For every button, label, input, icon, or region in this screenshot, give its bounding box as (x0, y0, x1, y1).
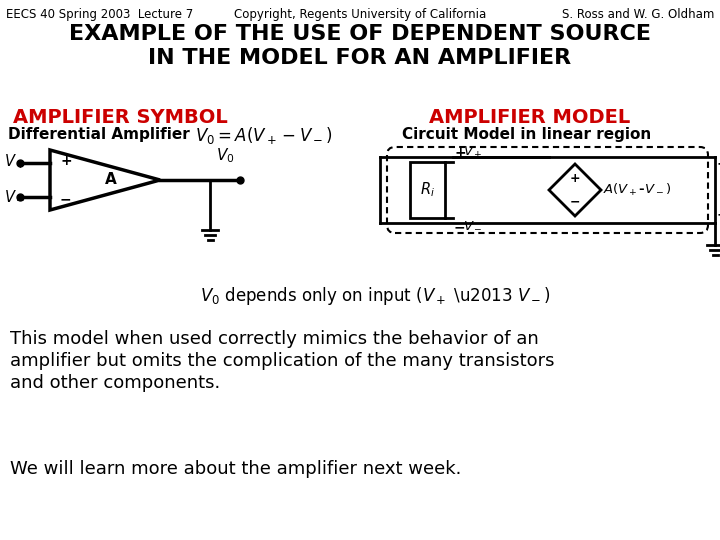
Text: $V_0$ depends only on input ($V_+$ \u2013 $V_-$): $V_0$ depends only on input ($V_+$ \u201… (200, 285, 551, 307)
Text: $V_0$: $V_0$ (216, 146, 234, 165)
Text: S. Ross and W. G. Oldham: S. Ross and W. G. Oldham (562, 8, 714, 21)
Text: −: − (454, 220, 466, 234)
Text: IN THE MODEL FOR AN AMPLIFIER: IN THE MODEL FOR AN AMPLIFIER (148, 48, 572, 68)
Text: $V_-$: $V_-$ (463, 218, 482, 231)
Text: AMPLIFIER SYMBOL: AMPLIFIER SYMBOL (13, 108, 228, 127)
Text: AMPLIFIER MODEL: AMPLIFIER MODEL (429, 108, 631, 127)
Text: −: − (570, 195, 580, 208)
Bar (410, 162, 445, 218)
Text: This model when used correctly mimics the behavior of an: This model when used correctly mimics th… (10, 330, 539, 348)
Text: $A(V_+$-$V_-)$: $A(V_+$-$V_-)$ (603, 182, 671, 198)
Text: $V_+$: $V_+$ (463, 145, 482, 160)
Text: and other components.: and other components. (10, 374, 220, 392)
Text: $V_+$: $V_+$ (4, 153, 25, 171)
Text: We will learn more about the amplifier next week.: We will learn more about the amplifier n… (10, 460, 462, 478)
Text: +: + (454, 146, 466, 160)
Text: $V_-$: $V_-$ (4, 188, 25, 204)
Text: +: + (60, 154, 71, 168)
Text: −: − (717, 207, 720, 221)
Text: −: − (60, 192, 71, 206)
Text: A: A (105, 172, 117, 187)
Text: amplifier but omits the complication of the many transistors: amplifier but omits the complication of … (10, 352, 554, 370)
Text: +: + (570, 172, 580, 185)
Text: Differential Amplifier: Differential Amplifier (8, 127, 190, 142)
Text: EECS 40 Spring 2003  Lecture 7: EECS 40 Spring 2003 Lecture 7 (6, 8, 193, 21)
Text: +: + (717, 157, 720, 171)
Text: Copyright, Regents University of California: Copyright, Regents University of Califor… (234, 8, 486, 21)
Text: $R_i$: $R_i$ (420, 181, 435, 199)
Text: EXAMPLE OF THE USE OF DEPENDENT SOURCE: EXAMPLE OF THE USE OF DEPENDENT SOURCE (69, 24, 651, 44)
Text: Circuit Model in linear region: Circuit Model in linear region (402, 127, 652, 142)
Text: $V_0 = A(V_+ - V_-)$: $V_0 = A(V_+ - V_-)$ (195, 125, 333, 146)
